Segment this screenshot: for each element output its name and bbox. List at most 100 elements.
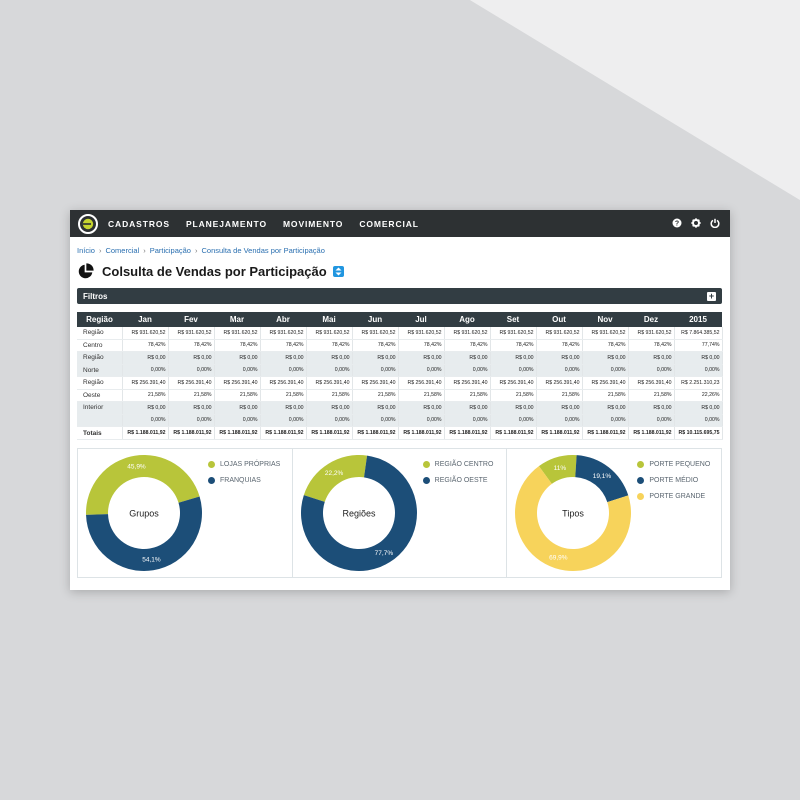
donut-slice[interactable] bbox=[575, 455, 629, 503]
table-cell: R$ 931.620,52 bbox=[398, 327, 445, 340]
table-cell: R$ 0,00 bbox=[536, 351, 583, 365]
table-cell: 21,58% bbox=[260, 389, 307, 402]
legend-item[interactable]: FRANQUIAS bbox=[208, 472, 280, 488]
donut-slice[interactable] bbox=[86, 496, 202, 571]
column-header[interactable]: Nov bbox=[582, 312, 628, 327]
column-header[interactable]: Jun bbox=[352, 312, 398, 327]
breadcrumb-current[interactable]: Consulta de Vendas por Participação bbox=[201, 246, 325, 255]
table-cell: 77,74% bbox=[674, 339, 723, 352]
table-cell: R$ 931.620,52 bbox=[122, 327, 169, 340]
gear-icon[interactable] bbox=[691, 218, 701, 228]
table-cell: 0,00% bbox=[490, 414, 537, 427]
table-cell: R$ 0,00 bbox=[628, 351, 675, 365]
totals-cell: R$ 1.188.011,92 bbox=[490, 426, 537, 440]
nav-item-cadastros[interactable]: CADASTROS bbox=[108, 218, 170, 229]
breadcrumb-participacao[interactable]: Participação bbox=[149, 246, 191, 255]
breadcrumb-inicio[interactable]: Início bbox=[77, 246, 95, 255]
power-icon[interactable] bbox=[710, 218, 720, 228]
column-header[interactable]: Mar bbox=[214, 312, 260, 327]
expand-plus-icon[interactable]: + bbox=[707, 290, 716, 301]
table-row: Região R$ 931.620,52 R$ 931.620,52 R$ 931.6… bbox=[77, 327, 723, 340]
table-cell: R$ 0,00 bbox=[122, 351, 169, 365]
table-cell: 21,58% bbox=[398, 389, 445, 402]
totals-cell: R$ 1.188.011,92 bbox=[582, 426, 629, 440]
totals-cell: R$ 1.188.011,92 bbox=[536, 426, 583, 440]
column-header[interactable]: 2015 bbox=[674, 312, 722, 327]
filters-bar[interactable]: Filtros + bbox=[77, 288, 722, 304]
table-cell: R$ 931.620,52 bbox=[352, 327, 399, 340]
table-row: Centro 78,42% 78,42% 78,42% 78,42% 78,42% 78,4… bbox=[77, 339, 723, 352]
table-cell: R$ 2.251.310,23 bbox=[674, 376, 723, 390]
table-cell: 78,42% bbox=[214, 339, 261, 352]
column-header[interactable]: Jul bbox=[398, 312, 444, 327]
table-cell: R$ 931.620,52 bbox=[306, 327, 353, 340]
pie-chart-icon bbox=[78, 262, 94, 278]
app-window: CADASTROS PLANEJAMENTO MOVIMENTO COMERCI… bbox=[70, 210, 730, 590]
app-logo-icon[interactable] bbox=[78, 213, 98, 234]
breadcrumb-separator: › bbox=[143, 246, 146, 255]
chart-panel-regioes: 22,2% 77,7% Regiões REGIÃO CENTRO REGIÃO OES… bbox=[293, 449, 508, 577]
table-cell: R$ 0,00 bbox=[582, 351, 629, 365]
breadcrumb-comercial[interactable]: Comercial bbox=[105, 246, 140, 255]
table-cell: 0,00% bbox=[168, 364, 215, 377]
table-cell: R$ 256.391,40 bbox=[444, 376, 491, 390]
table-cell: R$ 7.864.385,52 bbox=[674, 327, 723, 340]
donut-center-label: Grupos bbox=[129, 509, 159, 519]
table-cell: 21,58% bbox=[444, 389, 491, 402]
table-cell: 78,42% bbox=[582, 339, 629, 352]
table-cell: R$ 0,00 bbox=[352, 351, 399, 365]
legend-item[interactable]: PORTE MÉDIO bbox=[637, 472, 710, 488]
help-icon[interactable]: ? bbox=[672, 218, 682, 228]
column-header[interactable]: Jan bbox=[122, 312, 168, 327]
table-cell: 0,00% bbox=[674, 364, 723, 377]
table-cell: 0,00% bbox=[582, 364, 629, 377]
table-cell: 78,42% bbox=[260, 339, 307, 352]
totals-cell: R$ 1.188.011,92 bbox=[444, 426, 491, 440]
column-header-regiao[interactable]: Região bbox=[77, 312, 122, 327]
chart-panel-tipos: 11% 19,1% 69,9% Tipos PORTE PEQUENO PORTE MÉD… bbox=[507, 449, 721, 577]
table-cell: 0,00% bbox=[490, 364, 537, 377]
table-cell: 78,42% bbox=[490, 339, 537, 352]
table-cell: R$ 0,00 bbox=[168, 351, 215, 365]
donut-slice[interactable] bbox=[515, 466, 632, 571]
nav-item-comercial[interactable]: COMERCIAL bbox=[359, 218, 419, 229]
slice-value-label: 11% bbox=[554, 465, 567, 472]
table-cell: R$ 256.391,40 bbox=[536, 376, 583, 390]
nav-item-planejamento[interactable]: PLANEJAMENTO bbox=[185, 218, 267, 229]
slice-value-label: 69,9% bbox=[549, 555, 568, 562]
donut-slice[interactable] bbox=[539, 455, 577, 484]
table-cell: 0,00% bbox=[444, 364, 491, 377]
column-header[interactable]: Dez bbox=[628, 312, 674, 327]
top-navbar: CADASTROS PLANEJAMENTO MOVIMENTO COMERCI… bbox=[70, 210, 730, 237]
column-header[interactable]: Fev bbox=[168, 312, 214, 327]
table-cell: 0,00% bbox=[306, 364, 353, 377]
table-cell: 21,58% bbox=[352, 389, 399, 402]
filters-label: Filtros bbox=[83, 291, 108, 301]
legend-item[interactable]: LOJAS PRÓPRIAS bbox=[208, 456, 280, 472]
legend-item[interactable]: PORTE PEQUENO bbox=[637, 456, 710, 472]
legend-item[interactable]: PORTE GRANDE bbox=[637, 488, 710, 504]
table-cell: R$ 931.620,52 bbox=[260, 327, 307, 340]
totals-cell: R$ 1.188.011,92 bbox=[214, 426, 261, 440]
column-header[interactable]: Mai bbox=[306, 312, 352, 327]
table-cell: R$ 931.620,52 bbox=[444, 327, 491, 340]
donut-center-label: Tipos bbox=[563, 509, 585, 519]
column-header[interactable]: Set bbox=[490, 312, 536, 327]
table-cell: 0,00% bbox=[398, 364, 445, 377]
legend-item[interactable]: REGIÃO CENTRO bbox=[422, 456, 493, 472]
table-cell: R$ 931.620,52 bbox=[582, 327, 629, 340]
donut-slice[interactable] bbox=[86, 455, 200, 515]
table-cell: 0,00% bbox=[168, 414, 215, 427]
table-cell: R$ 0,00 bbox=[352, 401, 399, 415]
table-cell: R$ 0,00 bbox=[444, 401, 491, 415]
table-cell: 21,58% bbox=[214, 389, 261, 402]
sort-toggle-button[interactable] bbox=[332, 265, 344, 277]
legend-item[interactable]: REGIÃO OESTE bbox=[422, 472, 494, 488]
column-header[interactable]: Ago bbox=[444, 312, 490, 327]
table-cell: 0,00% bbox=[214, 364, 261, 377]
donut-slice[interactable] bbox=[303, 455, 367, 502]
nav-item-movimento[interactable]: MOVIMENTO bbox=[282, 218, 344, 229]
column-header[interactable]: Out bbox=[536, 312, 582, 327]
column-header[interactable]: Abr bbox=[260, 312, 306, 327]
donut-slice[interactable] bbox=[300, 455, 417, 571]
